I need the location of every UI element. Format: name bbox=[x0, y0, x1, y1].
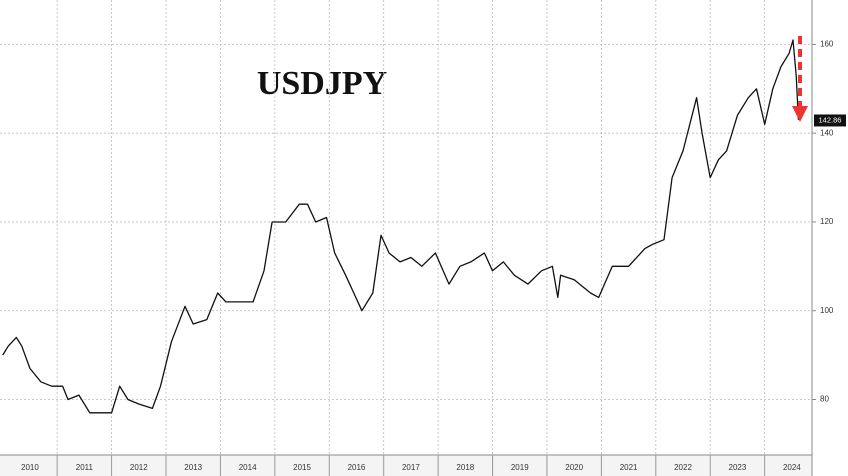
y-tick-label: 120 bbox=[820, 217, 834, 226]
x-tick-label: 2022 bbox=[674, 463, 692, 472]
arrow-head bbox=[792, 106, 808, 122]
x-tick-label: 2021 bbox=[620, 463, 638, 472]
x-tick-label: 2018 bbox=[456, 463, 474, 472]
x-tick-label: 2010 bbox=[21, 463, 39, 472]
x-tick-label: 2014 bbox=[239, 463, 257, 472]
price-tag bbox=[814, 114, 846, 127]
x-tick-label: 2011 bbox=[76, 463, 94, 472]
x-axis-band bbox=[0, 455, 812, 476]
y-tick-label: 100 bbox=[820, 306, 834, 315]
x-tick-label: 2015 bbox=[293, 463, 311, 472]
x-tick-label: 2023 bbox=[729, 463, 747, 472]
x-tick-label: 2013 bbox=[184, 463, 202, 472]
x-tick-label: 2019 bbox=[511, 463, 529, 472]
x-tick-label: 2024 bbox=[783, 463, 801, 472]
x-tick-label: 2017 bbox=[402, 463, 420, 472]
price-tag-label: 142.86 bbox=[819, 115, 842, 124]
chart-title: USDJPY bbox=[257, 65, 387, 102]
x-tick-label: 2012 bbox=[130, 463, 148, 472]
x-tick-label: 2020 bbox=[565, 463, 583, 472]
y-tick-label: 140 bbox=[820, 128, 834, 137]
x-tick-label: 2016 bbox=[348, 463, 366, 472]
line bbox=[2, 39, 800, 414]
y-tick-label: 80 bbox=[820, 395, 829, 404]
y-tick-label: 160 bbox=[820, 39, 834, 48]
